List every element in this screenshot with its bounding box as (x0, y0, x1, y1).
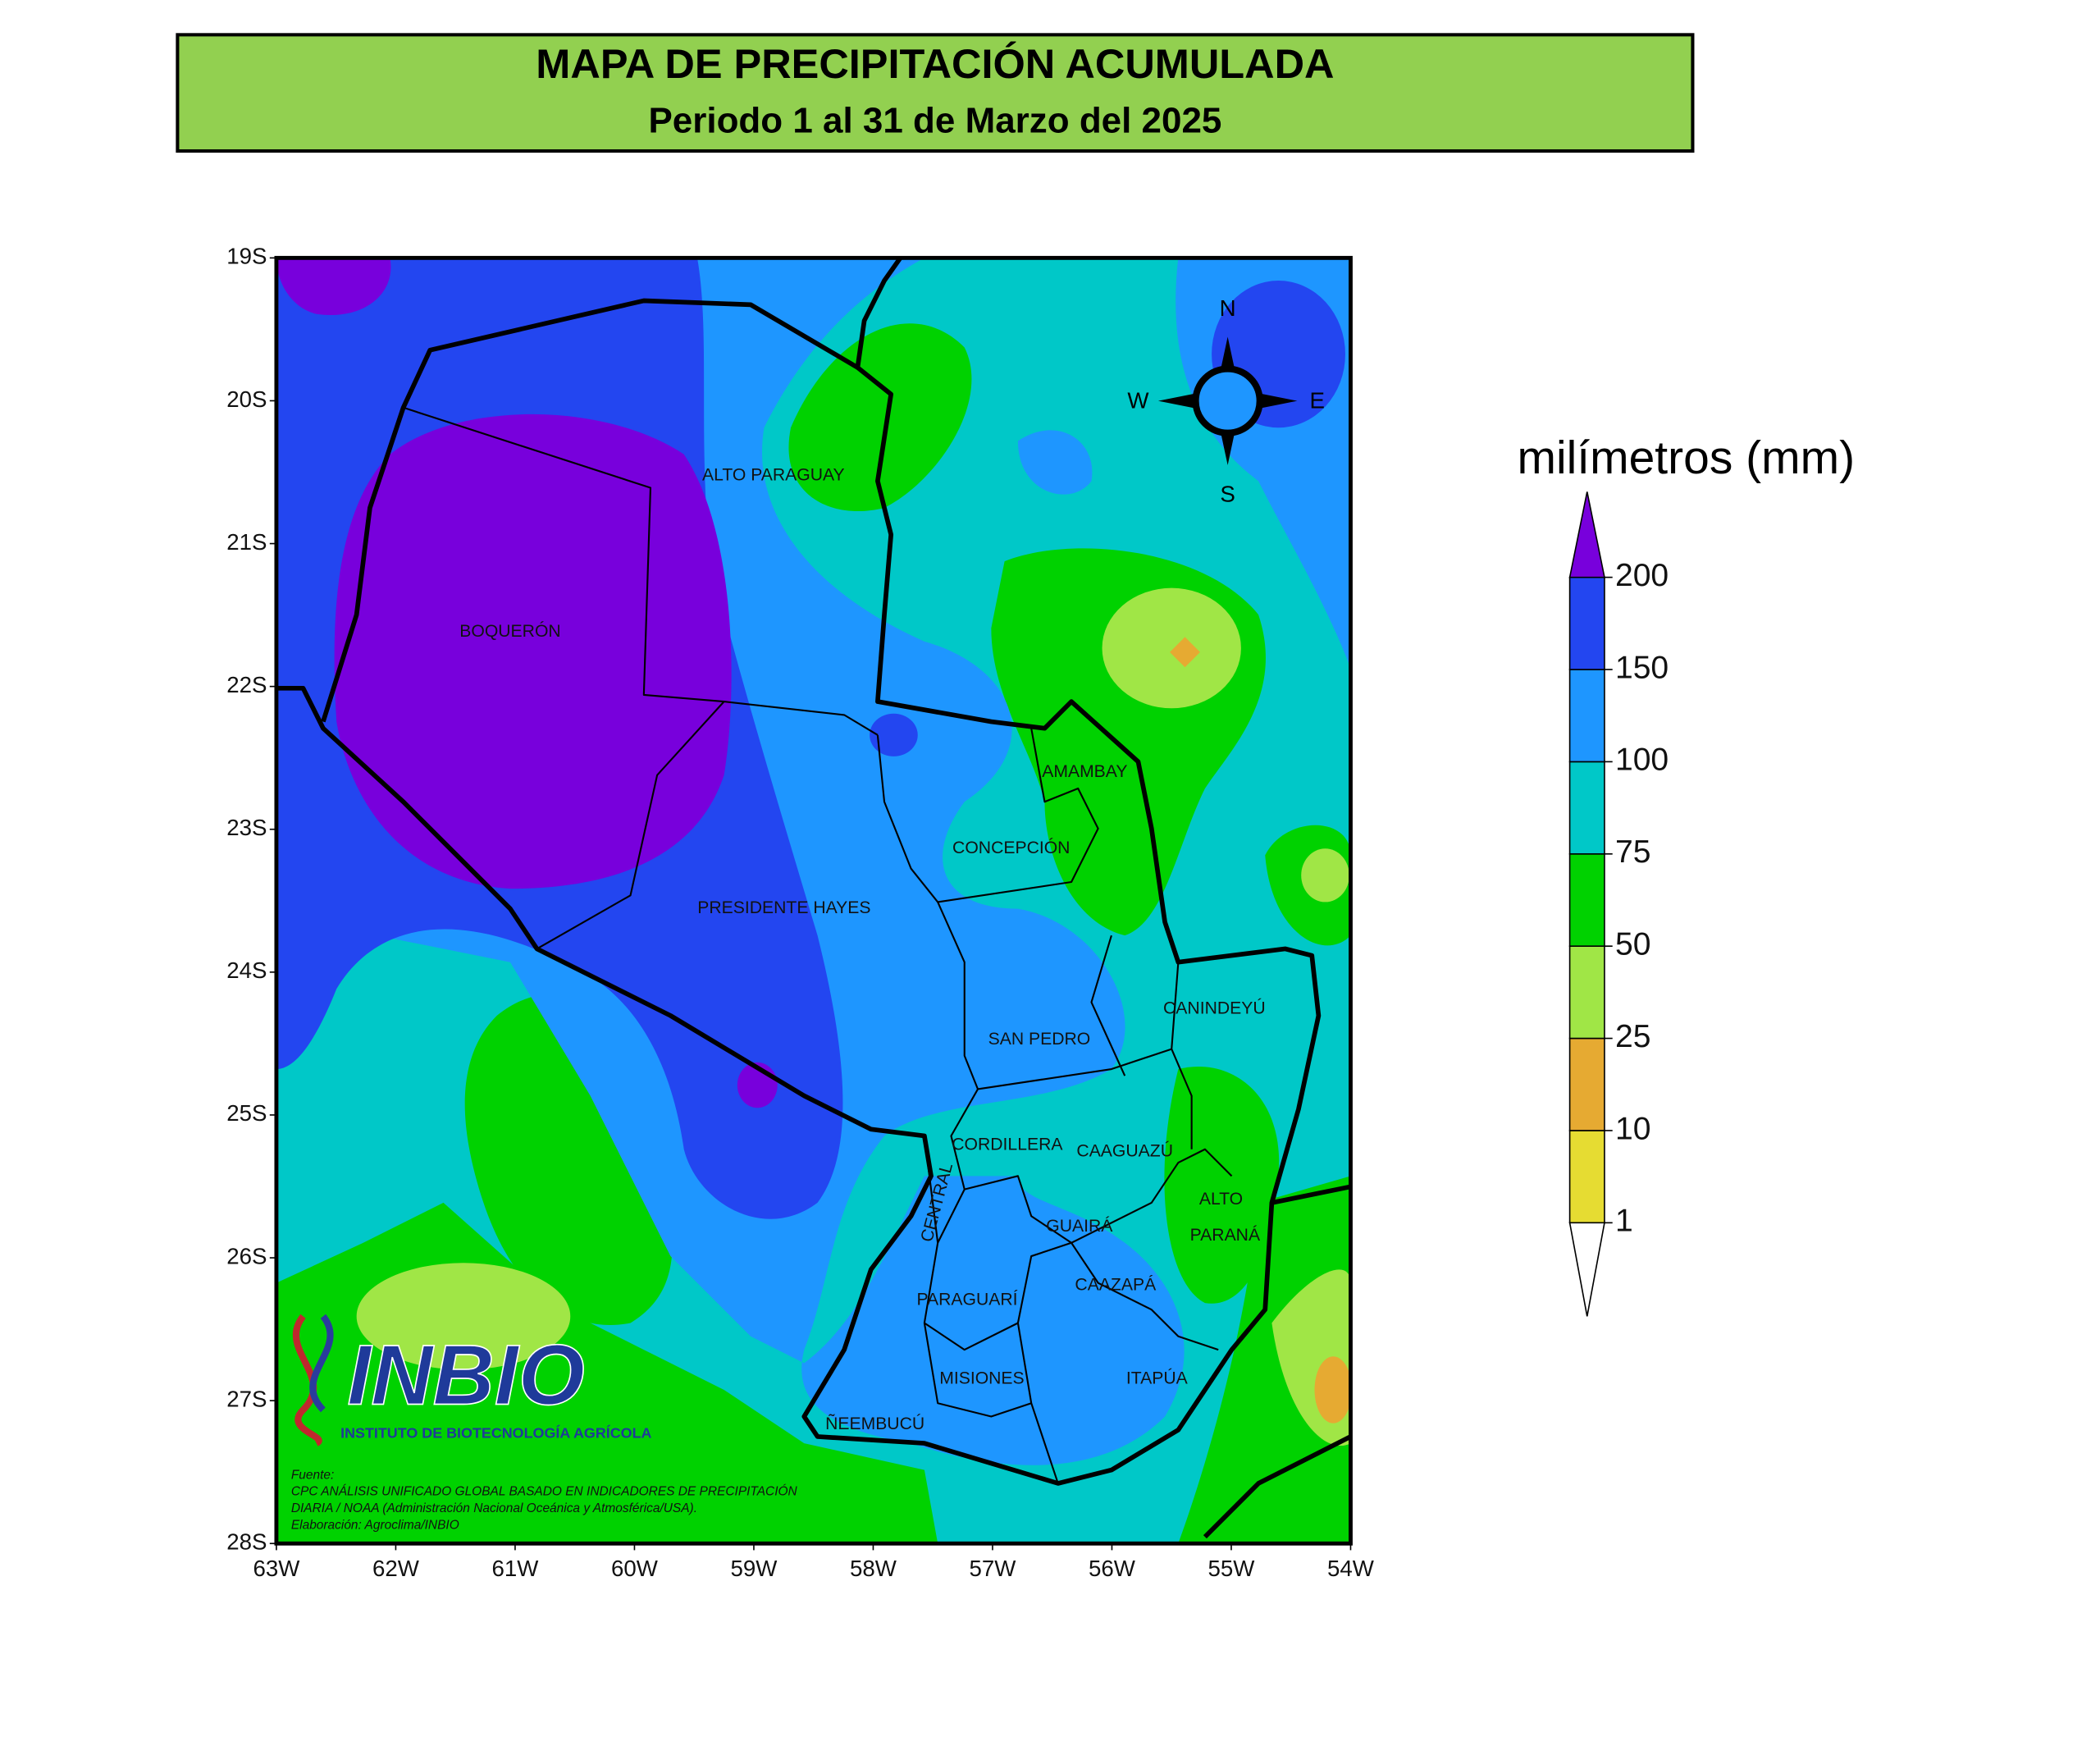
lon-tick-label: 55W (1208, 1556, 1256, 1581)
legend-swatch (1568, 852, 1605, 947)
lon-tick-label: 56W (1089, 1556, 1136, 1581)
source-line: Fuente: (291, 1468, 334, 1482)
region-label: CAAZAPÁ (1075, 1273, 1157, 1294)
lon-tick-label: 59W (730, 1556, 778, 1581)
compass (1157, 336, 1298, 465)
lat-tick-label: 21S (226, 529, 267, 555)
precipitation-field (276, 258, 1351, 1544)
region-label: BOQUERÓN (459, 620, 560, 641)
source-line: CPC ANÁLISIS UNIFICADO GLOBAL BASADO EN … (291, 1485, 798, 1499)
region-label: PRESIDENTE HAYES (697, 898, 870, 917)
lon-tick-label: 54W (1327, 1556, 1375, 1581)
logo: INBIO INSTITUTO DE BIOTECNOLOGÍA AGRÍCOL… (292, 1314, 652, 1446)
region-label: ITAPÚA (1126, 1368, 1189, 1388)
source-line: Elaboración: Agroclima/INBIO (291, 1518, 459, 1532)
legend-swatch (1568, 1037, 1605, 1131)
lon-tick-label: 58W (850, 1556, 897, 1581)
lon-tick-label: 61W (491, 1556, 539, 1581)
lon-tick-label: 63W (253, 1556, 300, 1581)
legend-over (1568, 491, 1605, 578)
region-label: ALTO (1199, 1190, 1243, 1209)
lon-tick-label: 60W (611, 1556, 659, 1581)
legend-swatch (1568, 945, 1605, 1040)
title-box (176, 33, 1695, 153)
lat-tick-label: 22S (226, 672, 267, 697)
legend-under (1568, 1222, 1605, 1317)
legend-swatch (1568, 1130, 1605, 1224)
legend-label: 150 (1615, 650, 1669, 685)
compass-e: E (1310, 388, 1325, 414)
logo-name: INBIO (347, 1328, 585, 1424)
lat-tick-label: 24S (226, 957, 267, 983)
region-label: CAAGUAZÚ (1076, 1140, 1173, 1161)
compass-s: S (1220, 482, 1235, 507)
lat-tick-label: 23S (226, 815, 267, 840)
legend-label: 200 (1615, 558, 1669, 593)
legend-label: 10 (1615, 1111, 1650, 1146)
legend-label: 75 (1615, 834, 1650, 870)
region-label: ÑEEMBUCÚ (825, 1413, 924, 1433)
legend-title: milímetros (mm) (1517, 432, 1855, 484)
region-label: SAN PEDRO (988, 1030, 1091, 1049)
borders (276, 258, 1351, 1539)
lat-tick-label: 27S (226, 1386, 267, 1411)
lat-tick-label: 20S (226, 386, 267, 412)
legend-label: 25 (1615, 1019, 1650, 1054)
lat-tick-label: 19S (226, 244, 267, 269)
compass-w: W (1127, 388, 1149, 414)
source-line: DIARIA / NOAA (Administración Nacional O… (291, 1501, 697, 1515)
lat-tick-label: 26S (226, 1243, 267, 1268)
region-label: MISIONES (939, 1369, 1024, 1388)
logo-subtitle: INSTITUTO DE BIOTECNOLOGÍA AGRÍCOLA (340, 1424, 651, 1441)
lat-tick-label: 28S (226, 1529, 267, 1555)
subtitle: Periodo 1 al 31 de Marzo del 2025 (648, 100, 1221, 140)
legend-label: 50 (1615, 927, 1650, 962)
title: MAPA DE PRECIPITACIÓN ACUMULADA (536, 40, 1334, 87)
lon-tick-label: 57W (970, 1556, 1017, 1581)
region-label: CORDILLERA (952, 1135, 1063, 1154)
region-label: PARANÁ (1190, 1224, 1261, 1245)
region-label: ALTO PARAGUAY (702, 465, 845, 484)
lon-tick-label: 62W (372, 1556, 420, 1581)
legend-swatch (1568, 576, 1605, 670)
region-label: CONCEPCIÓN (952, 837, 1070, 857)
map-frame (274, 255, 1353, 1546)
legend-swatch (1568, 761, 1605, 855)
lat-tick-label: 25S (226, 1100, 267, 1126)
legend-swatch (1568, 669, 1605, 763)
region-label: PARAGUARÍ (916, 1288, 1017, 1309)
region-label: GUAIRÁ (1046, 1215, 1113, 1236)
region-label: AMAMBAY (1042, 762, 1127, 781)
compass-n: N (1220, 295, 1236, 321)
region-label: CANINDEYÚ (1163, 997, 1266, 1017)
legend-label: 100 (1615, 743, 1669, 778)
legend-label: 1 (1615, 1204, 1633, 1239)
